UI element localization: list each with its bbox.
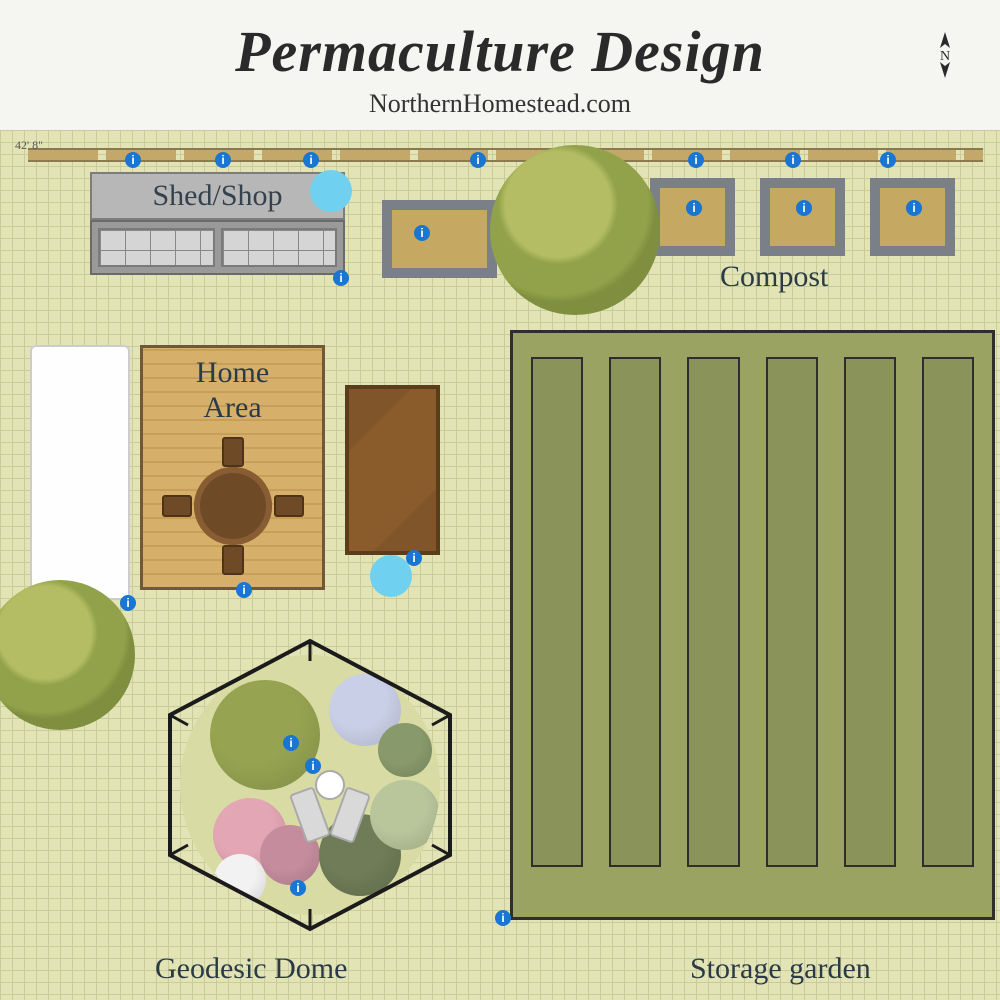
shed-window bbox=[221, 228, 338, 267]
raised-bed bbox=[650, 178, 735, 256]
chair bbox=[222, 437, 244, 467]
page-title: Permaculture Design bbox=[0, 18, 1000, 85]
home-area-label: Home Area bbox=[143, 356, 322, 425]
chair bbox=[162, 495, 192, 517]
svg-text:N: N bbox=[940, 49, 950, 64]
info-marker-icon[interactable]: i bbox=[236, 582, 252, 598]
garden-row bbox=[531, 357, 583, 867]
dome-label: Geodesic Dome bbox=[155, 952, 347, 986]
info-marker-icon[interactable]: i bbox=[785, 152, 801, 168]
info-marker-icon[interactable]: i bbox=[215, 152, 231, 168]
garden-row bbox=[766, 357, 818, 867]
house bbox=[30, 345, 130, 600]
shed-window bbox=[98, 228, 215, 267]
header: Permaculture Design NorthernHomestead.co… bbox=[0, 0, 1000, 130]
shed-label: Shed/Shop bbox=[90, 172, 345, 220]
home-label-line1: Home bbox=[196, 356, 269, 389]
garden-row bbox=[687, 357, 739, 867]
info-marker-icon[interactable]: i bbox=[880, 152, 896, 168]
storage-garden bbox=[510, 330, 995, 920]
compost-label: Compost bbox=[720, 260, 828, 294]
shed: Shed/Shop bbox=[90, 172, 345, 277]
compass-icon: N bbox=[930, 30, 960, 80]
info-marker-icon[interactable]: i bbox=[906, 200, 922, 216]
info-marker-icon[interactable]: i bbox=[290, 880, 306, 896]
garden-row bbox=[844, 357, 896, 867]
info-marker-icon[interactable]: i bbox=[495, 910, 511, 926]
garden-row bbox=[609, 357, 661, 867]
raised-bed bbox=[870, 178, 955, 256]
gazebo bbox=[345, 385, 440, 555]
page-subtitle: NorthernHomestead.com bbox=[0, 89, 1000, 119]
chair bbox=[222, 545, 244, 575]
info-marker-icon[interactable]: i bbox=[686, 200, 702, 216]
info-marker-icon[interactable]: i bbox=[333, 270, 349, 286]
chair bbox=[274, 495, 304, 517]
info-marker-icon[interactable]: i bbox=[688, 152, 704, 168]
storage-garden-label: Storage garden bbox=[690, 952, 871, 986]
raised-bed bbox=[382, 200, 497, 278]
tree-icon bbox=[490, 145, 660, 315]
info-marker-icon[interactable]: i bbox=[125, 152, 141, 168]
shed-front bbox=[90, 220, 345, 275]
info-marker-icon[interactable]: i bbox=[414, 225, 430, 241]
info-marker-icon[interactable]: i bbox=[120, 595, 136, 611]
geodesic-dome bbox=[150, 635, 470, 935]
dome-hexagon-icon bbox=[150, 635, 470, 935]
water-feature-icon bbox=[370, 555, 412, 597]
water-feature-icon bbox=[310, 170, 352, 212]
info-marker-icon[interactable]: i bbox=[283, 735, 299, 751]
info-marker-icon[interactable]: i bbox=[303, 152, 319, 168]
home-label-line2: Area bbox=[203, 391, 261, 424]
info-marker-icon[interactable]: i bbox=[470, 152, 486, 168]
info-marker-icon[interactable]: i bbox=[796, 200, 812, 216]
garden-row bbox=[922, 357, 974, 867]
raised-bed bbox=[760, 178, 845, 256]
fence bbox=[28, 148, 983, 162]
info-marker-icon[interactable]: i bbox=[406, 550, 422, 566]
ruler-dimension: 42' 8" bbox=[15, 138, 43, 153]
patio-table bbox=[194, 467, 272, 545]
deck: Home Area bbox=[140, 345, 325, 590]
info-marker-icon[interactable]: i bbox=[305, 758, 321, 774]
